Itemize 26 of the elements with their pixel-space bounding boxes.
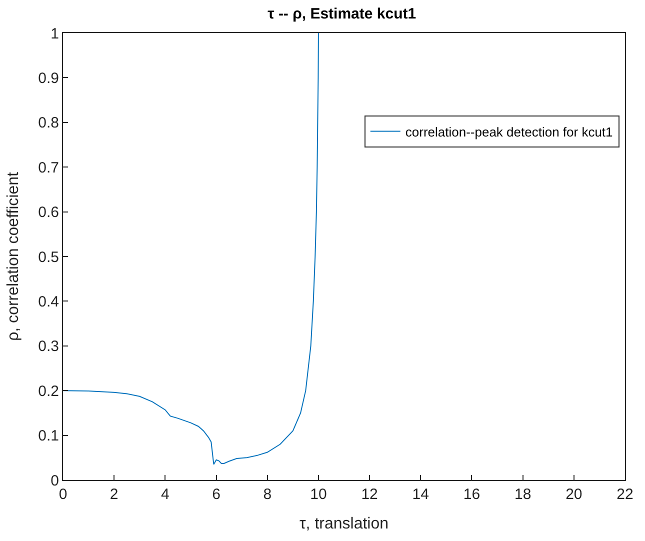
x-tick-label: 10 [310, 486, 327, 503]
x-tick-label: 4 [161, 486, 170, 503]
x-tick-label: 2 [110, 486, 118, 503]
y-tick-label: 0.6 [38, 204, 59, 222]
x-tick-label: 22 [616, 486, 634, 503]
y-tick-label: 0 [50, 472, 59, 490]
x-tick-label: 6 [212, 486, 220, 503]
y-tick-label: 0.8 [38, 114, 59, 132]
x-tick-label: 16 [463, 486, 480, 503]
y-tick-label: 0.7 [38, 159, 59, 176]
legend-label: correlation--peak detection for kcut1 [405, 124, 613, 140]
y-tick-label: 0.1 [38, 428, 59, 445]
y-tick-label: 0.2 [38, 382, 59, 400]
x-tick-label: 20 [566, 486, 582, 503]
x-tick-label: 12 [361, 486, 378, 503]
x-tick-label: 18 [514, 486, 532, 503]
y-tick-label: 0.3 [38, 338, 59, 356]
y-tick-label: 0.4 [38, 293, 59, 310]
y-tick-label: 0.5 [38, 248, 59, 266]
x-tick-label: 8 [263, 486, 272, 503]
chart-title: τ -- ρ, Estimate kcut1 [268, 6, 416, 23]
y-tick-label: 0.9 [38, 70, 59, 87]
x-tick-label: 14 [412, 486, 429, 503]
y-axis-title: ρ, correlation coefficient [5, 172, 22, 341]
x-axis-title: τ, translation [299, 516, 389, 533]
y-tick-label: 1 [50, 25, 59, 42]
